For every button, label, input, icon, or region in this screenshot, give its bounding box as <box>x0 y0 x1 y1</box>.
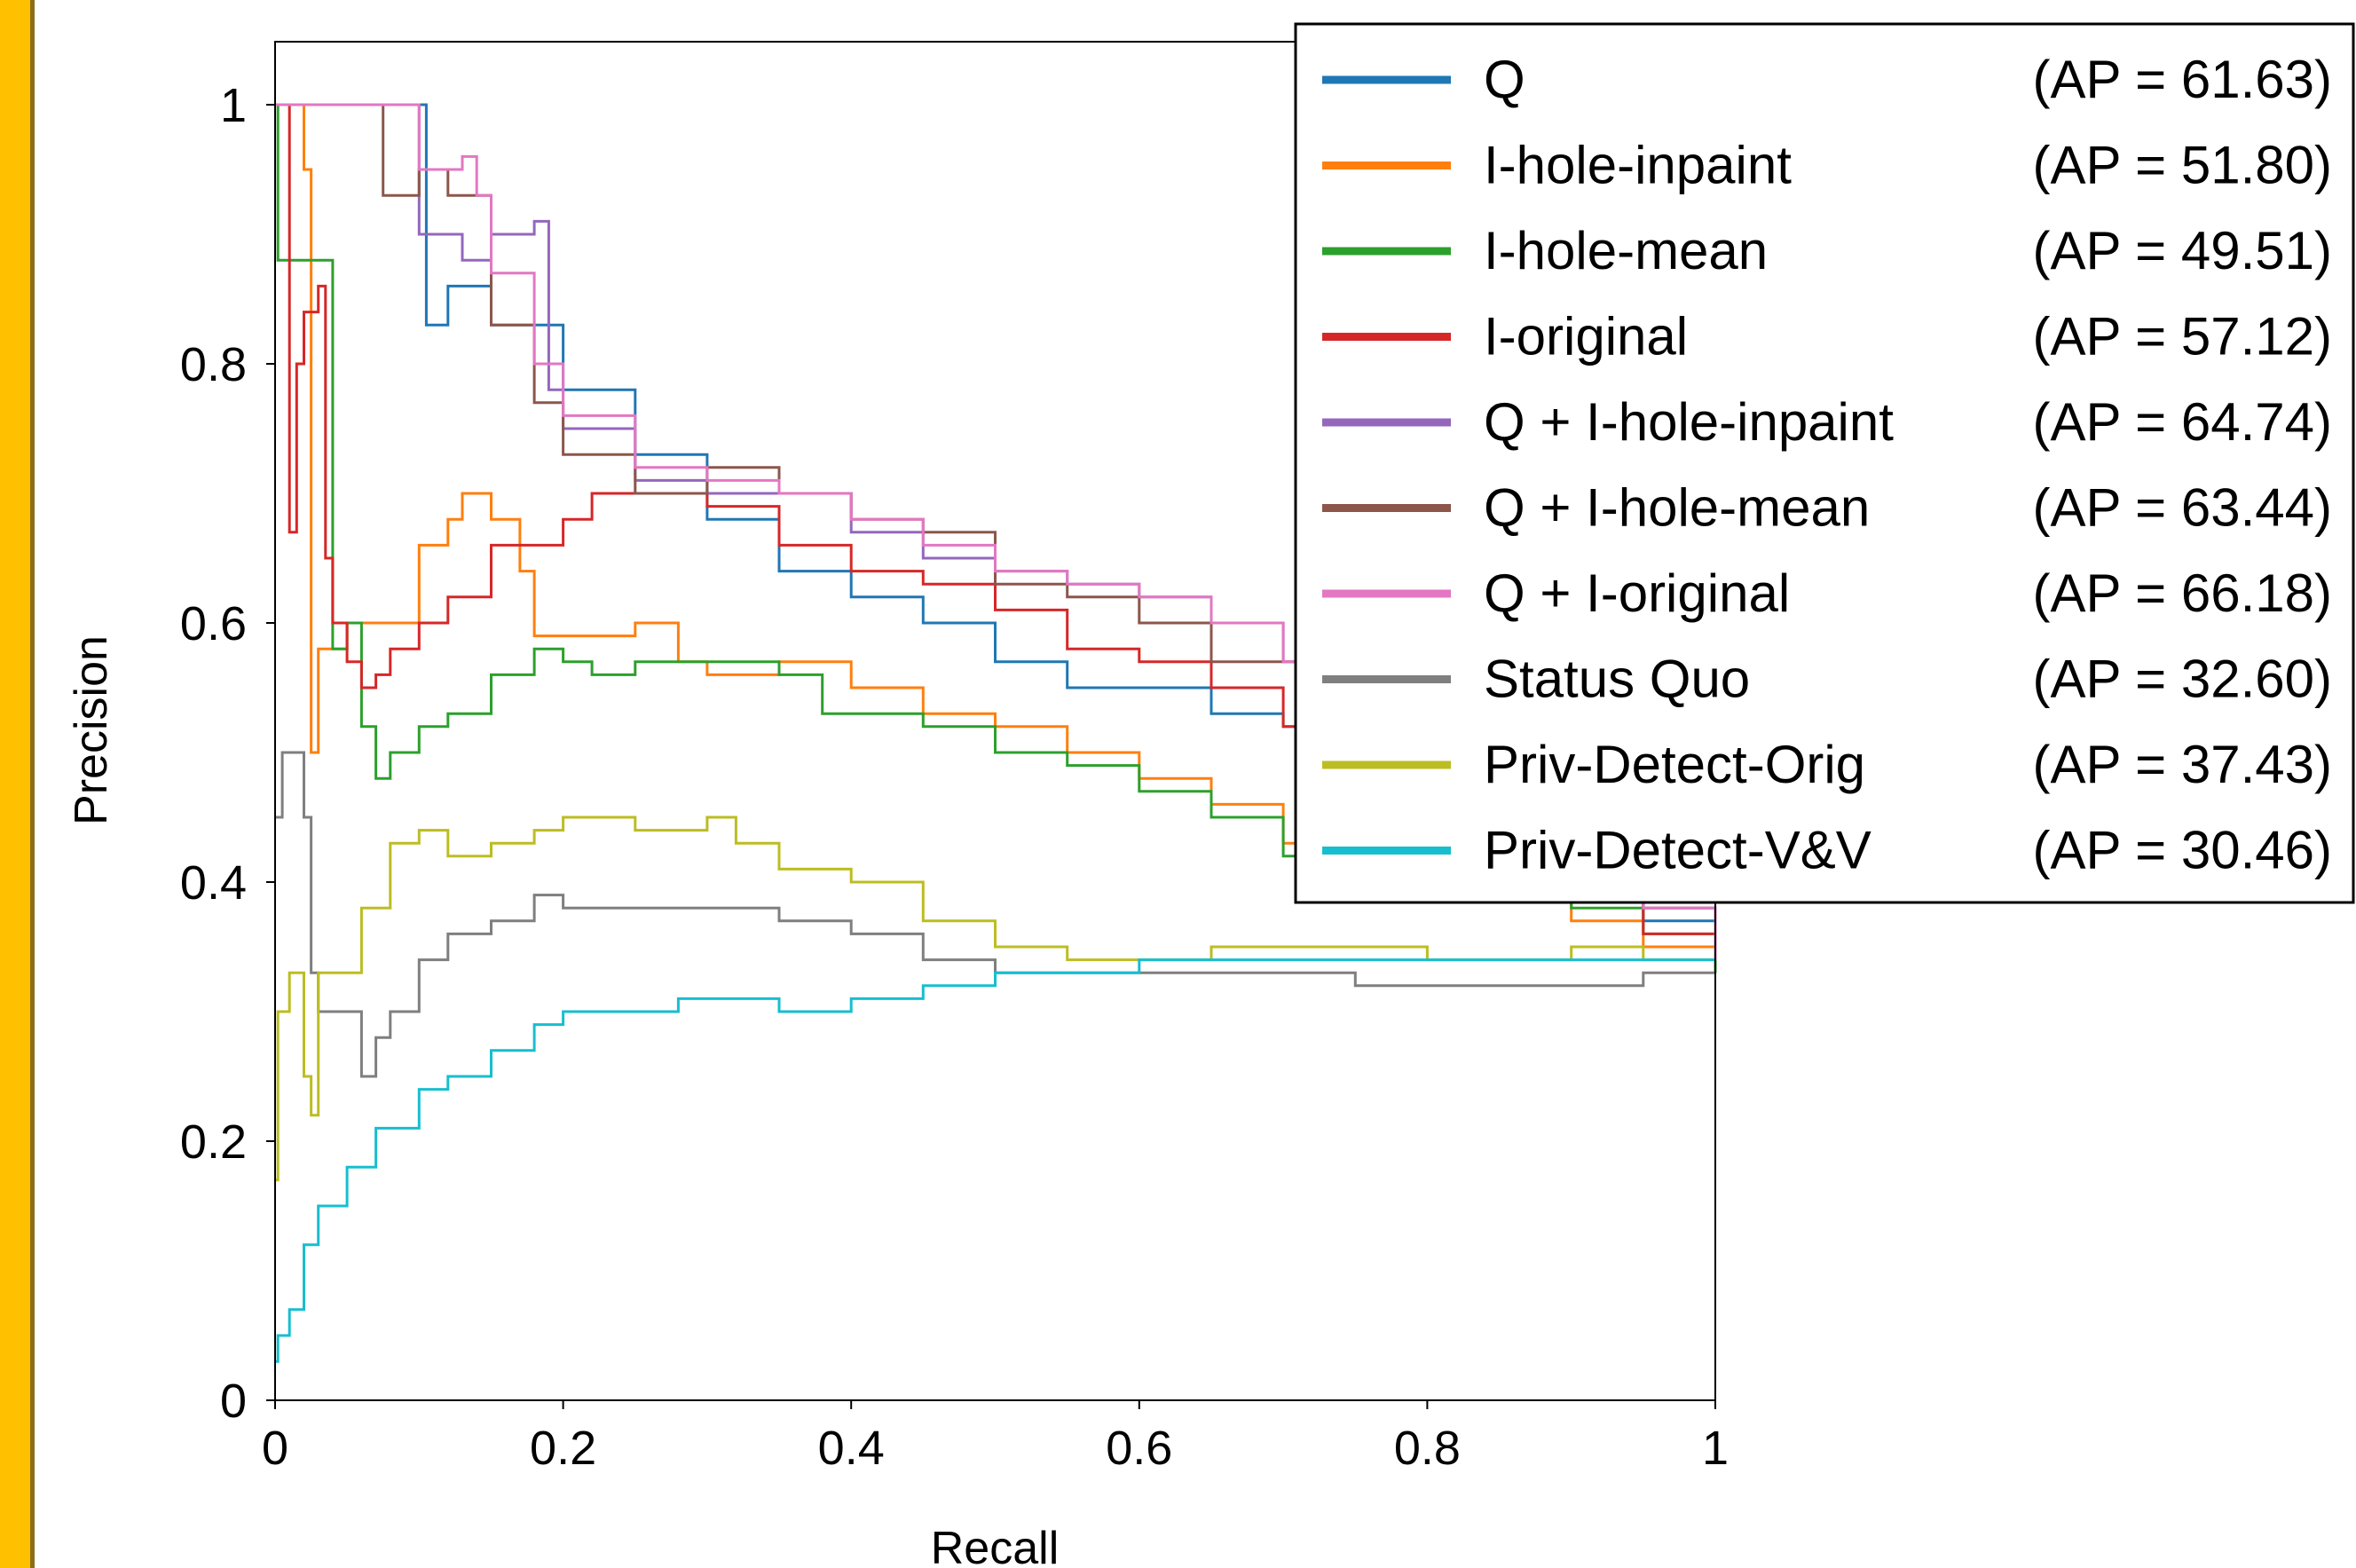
legend-label-8: Priv-Detect-Orig <box>1484 735 1865 794</box>
legend-ap-0: (AP = 61.63) <box>2033 50 2332 109</box>
legend-label-5: Q + I-hole-mean <box>1484 478 1870 538</box>
legend-ap-9: (AP = 30.46) <box>2033 821 2332 880</box>
legend-ap-1: (AP = 51.80) <box>2033 136 2332 195</box>
legend-ap-8: (AP = 37.43) <box>2033 735 2332 794</box>
y-tick-label-1: 0.2 <box>180 1115 247 1169</box>
x-tick-label-1: 0.2 <box>530 1422 596 1475</box>
x-tick-label-0: 0 <box>262 1422 288 1475</box>
series-line-9 <box>275 958 1715 1363</box>
legend-label-2: I-hole-mean <box>1484 221 1768 280</box>
legend-label-4: Q + I-hole-inpaint <box>1484 392 1894 452</box>
legend-label-7: Status Quo <box>1484 650 1750 709</box>
legend-ap-7: (AP = 32.60) <box>2033 650 2332 709</box>
y-tick-label-4: 0.8 <box>180 338 247 391</box>
legend-ap-2: (AP = 49.51) <box>2033 221 2332 280</box>
x-tick-label-5: 1 <box>1702 1422 1729 1475</box>
legend-label-0: Q <box>1484 50 1525 109</box>
legend: Q (AP = 61.63) I-hole-inpaint (AP = 51.80) I… <box>1294 22 2355 904</box>
series-line-8 <box>275 816 1715 1182</box>
legend-ap-5: (AP = 63.44) <box>2033 478 2332 538</box>
legend-ap-4: (AP = 64.74) <box>2033 392 2332 452</box>
x-tick-label-4: 0.8 <box>1394 1422 1461 1475</box>
y-tick-label-3: 0.6 <box>180 597 247 650</box>
legend-label-1: I-hole-inpaint <box>1484 136 1792 195</box>
legend-label-3: I-original <box>1484 307 1688 366</box>
legend-label-6: Q + I-original <box>1484 563 1790 623</box>
x-tick-label-2: 0.4 <box>818 1422 885 1475</box>
axis-ticks: 0 0.2 0.4 0.6 0.8 1 0 0.2 0.4 0.6 0.8 1 <box>180 79 1729 1475</box>
y-axis-title: Precision <box>66 635 117 825</box>
x-tick-label-3: 0.6 <box>1106 1422 1172 1475</box>
left-accent-bar <box>0 0 30 1568</box>
y-tick-label-5: 1 <box>220 79 247 132</box>
legend-ap-6: (AP = 66.18) <box>2033 563 2332 623</box>
y-tick-label-0: 0 <box>220 1375 247 1428</box>
x-axis-title: Recall <box>931 1523 1060 1568</box>
y-tick-label-2: 0.4 <box>180 856 247 910</box>
left-accent-bar-edge <box>30 0 35 1568</box>
legend-box <box>1294 22 2355 904</box>
legend-ap-3: (AP = 57.12) <box>2033 307 2332 366</box>
legend-label-9: Priv-Detect-V&V <box>1484 821 1871 880</box>
